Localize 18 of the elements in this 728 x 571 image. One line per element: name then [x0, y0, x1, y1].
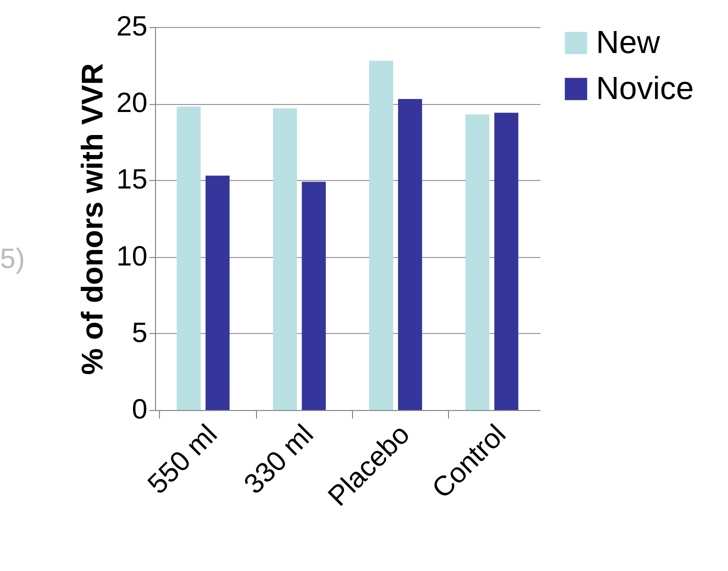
legend-label: Novice: [596, 70, 694, 106]
bar: [176, 106, 201, 410]
x-tick-label: 330 ml: [238, 418, 320, 500]
text: 5): [0, 243, 25, 274]
bar: [272, 108, 297, 410]
y-tick-label: 15: [116, 164, 148, 195]
y-axis-title: % of donors with VVR: [76, 62, 110, 375]
bar: [465, 114, 490, 410]
y-tick-label: 25: [116, 10, 148, 42]
bar: [369, 60, 394, 410]
bar: [302, 182, 326, 410]
bar: [494, 112, 518, 410]
y-tick-label: 10: [116, 240, 148, 272]
y-tick-label: 20: [116, 87, 148, 118]
bar: [398, 99, 422, 410]
y-tick-label: 5: [132, 316, 148, 348]
legend-label: New: [596, 24, 661, 60]
bar: [206, 176, 230, 410]
